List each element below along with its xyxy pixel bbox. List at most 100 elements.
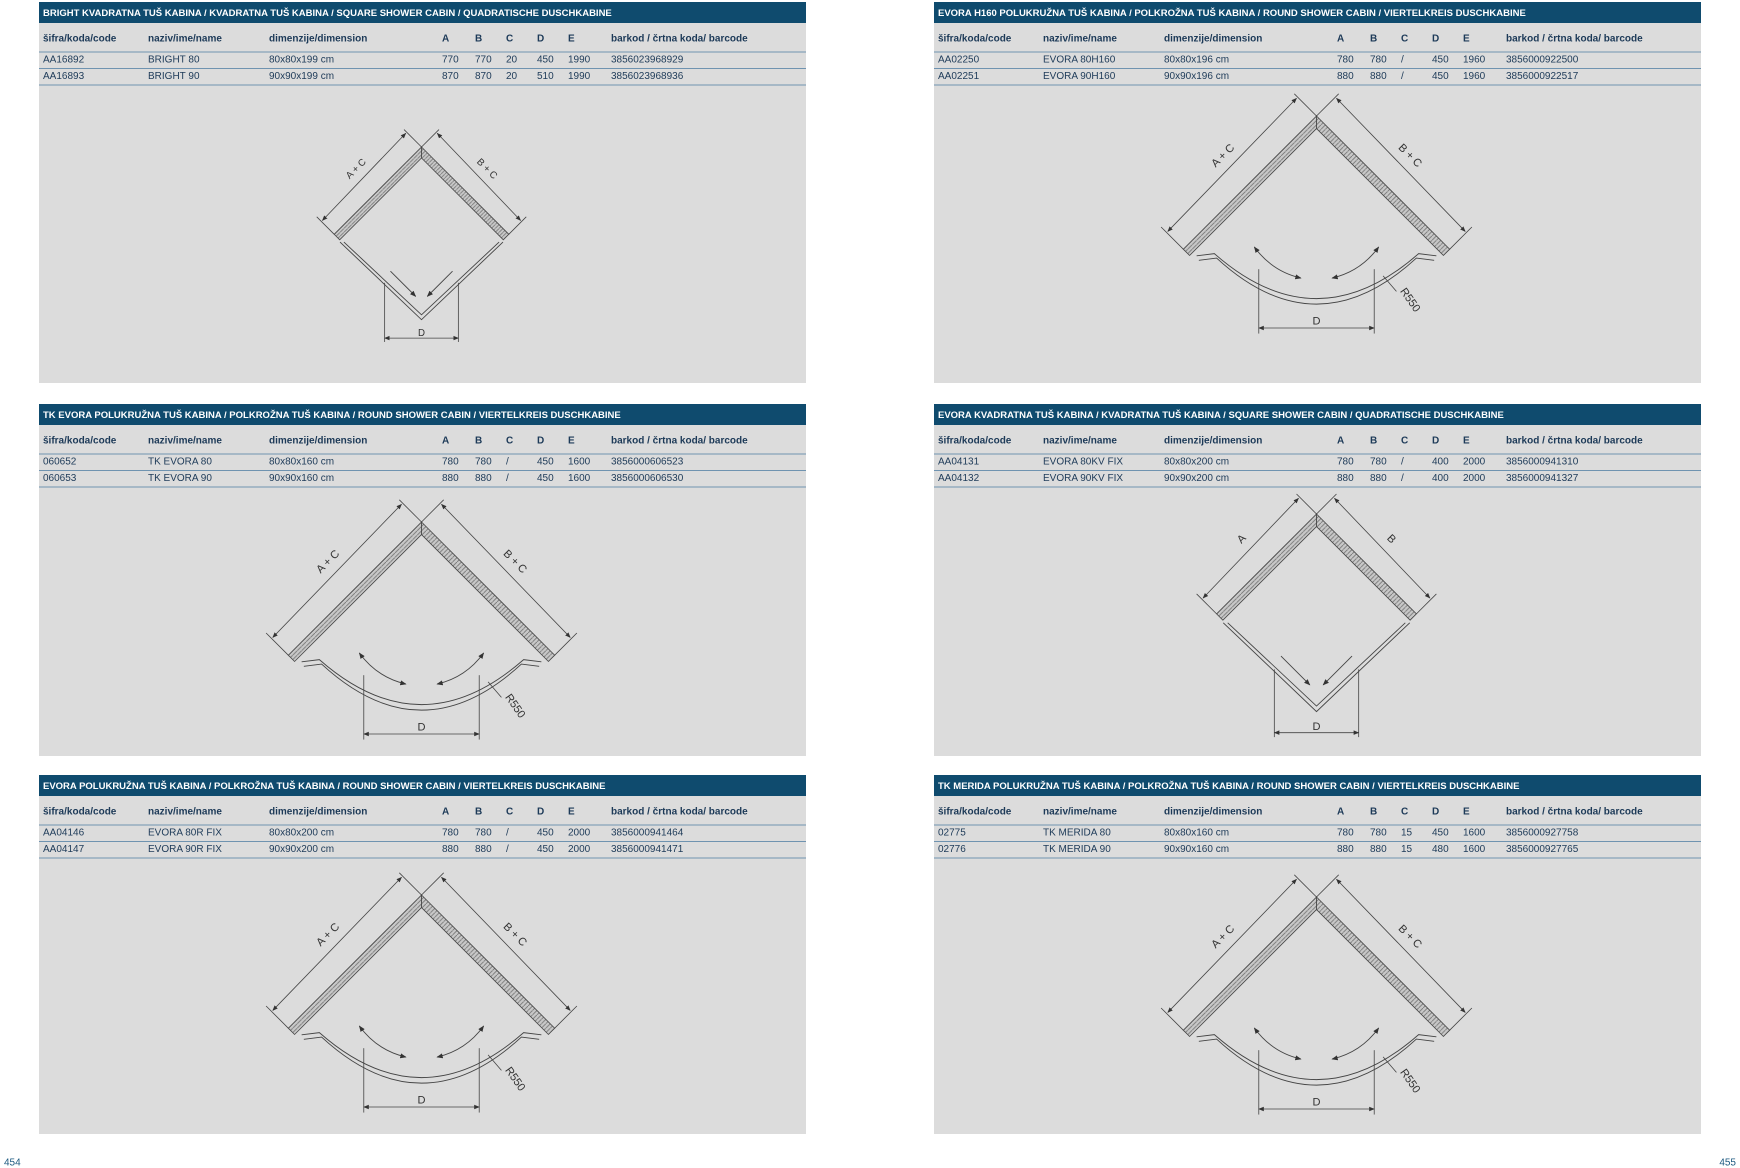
column-header: E <box>568 34 575 45</box>
column-header: barkod / črtna koda/ barcode <box>1506 436 1643 447</box>
table-cell: 880 <box>442 844 459 855</box>
dimension-line <box>1383 276 1396 292</box>
column-header: dimenzije/dimension <box>1164 807 1262 818</box>
table-cell: 3856000606530 <box>611 473 684 484</box>
table-cell: / <box>1401 71 1404 82</box>
column-header: A <box>1337 436 1344 447</box>
dimension-line <box>1202 497 1299 599</box>
column-header: naziv/ime/name <box>1043 436 1117 447</box>
panel-background <box>39 775 806 1134</box>
table-cell: 780 <box>1370 55 1387 66</box>
table-cell: 780 <box>442 828 459 839</box>
dimension-line <box>317 217 334 234</box>
column-header: B <box>475 34 482 45</box>
glass <box>344 242 499 315</box>
page-number: 454 <box>4 1158 21 1168</box>
column-header: barkod / črtna koda/ barcode <box>611 436 748 447</box>
table-cell: 3856000941464 <box>611 828 684 839</box>
table-cell: 1960 <box>1463 55 1486 66</box>
dimension-line <box>1161 1008 1183 1030</box>
column-header: E <box>1463 807 1470 818</box>
column-header: dimenzije/dimension <box>269 807 367 818</box>
glass <box>302 1033 542 1078</box>
table-cell: 880 <box>475 473 492 484</box>
table-cell: 1960 <box>1463 71 1486 82</box>
panel-background <box>39 404 806 756</box>
table-cell: 1600 <box>1463 828 1486 839</box>
column-header: D <box>1432 436 1439 447</box>
table-cell: 1600 <box>1463 844 1486 855</box>
table-cell: 90x90x160 cm <box>1164 844 1229 855</box>
product-panel: EVORA H160 POLUKRUŽNA TUŠ KABINA / POLKR… <box>934 2 1701 383</box>
table-cell: BRIGHT 80 <box>148 55 200 66</box>
panel-title: EVORA POLUKRUŽNA TUŠ KABINA / POLKROŽNA … <box>43 780 605 792</box>
dimension-line <box>399 873 421 895</box>
panel-title: TK MERIDA POLUKRUŽNA TUŠ KABINA / POLKRO… <box>938 780 1519 792</box>
door-arrow <box>436 1025 485 1059</box>
table-cell: 870 <box>442 71 459 82</box>
table-cell: EVORA 90R FIX <box>148 844 222 855</box>
column-header: D <box>537 34 544 45</box>
dimension-line <box>1167 97 1297 232</box>
table-cell: 20 <box>506 71 518 82</box>
door-arrow <box>1281 656 1311 686</box>
panel-title-bar <box>39 2 806 23</box>
table-cell: 060652 <box>43 457 77 468</box>
dimension-line <box>1317 94 1339 116</box>
column-header: A <box>442 436 449 447</box>
table-cell: 02775 <box>938 828 966 839</box>
table-cell: 780 <box>475 828 492 839</box>
door-arrow <box>390 271 417 297</box>
column-header: C <box>506 436 513 447</box>
dimension-line <box>404 130 421 147</box>
table-cell: AA16893 <box>43 71 85 82</box>
dimension-line <box>272 503 402 638</box>
column-header: E <box>568 807 575 818</box>
column-header: E <box>1463 436 1470 447</box>
panel-title-bar <box>934 404 1701 425</box>
table-cell: 2000 <box>1463 457 1486 468</box>
panel-background <box>39 2 806 383</box>
table-cell: EVORA 80R FIX <box>148 828 222 839</box>
table-cell: AA16892 <box>43 55 85 66</box>
column-header: C <box>506 34 513 45</box>
table-cell: 880 <box>1370 71 1387 82</box>
column-header: C <box>1401 436 1408 447</box>
dimension-label: D <box>1312 315 1320 327</box>
column-header: A <box>442 34 449 45</box>
dimension-line <box>488 682 501 698</box>
table-cell: 20 <box>506 55 518 66</box>
column-header: A <box>442 807 449 818</box>
table-cell: AA04147 <box>43 844 85 855</box>
panel-background <box>934 404 1701 756</box>
table-cell: EVORA 80KV FIX <box>1043 457 1123 468</box>
column-header: dimenzije/dimension <box>1164 34 1262 45</box>
column-header: E <box>568 436 575 447</box>
door-arrow <box>358 652 407 686</box>
dimension-line <box>1336 97 1466 232</box>
column-header: dimenzije/dimension <box>269 34 367 45</box>
product-panel: EVORA POLUKRUŽNA TUŠ KABINA / POLKROŽNA … <box>39 775 806 1134</box>
table-cell: EVORA 80H160 <box>1043 55 1116 66</box>
table-cell: 2000 <box>1463 473 1486 484</box>
column-header: šifra/koda/code <box>938 807 1012 818</box>
product-panel: TK MERIDA POLUKRUŽNA TUŠ KABINA / POLKRO… <box>934 775 1701 1134</box>
page-number: 455 <box>1719 1158 1736 1168</box>
table-cell: 90x90x196 cm <box>1164 71 1229 82</box>
table-cell: 3856000922500 <box>1506 55 1579 66</box>
table-cell: 80x80x196 cm <box>1164 55 1229 66</box>
table-cell: / <box>1401 473 1404 484</box>
door-arrow <box>426 271 452 297</box>
table-cell: 3856000941471 <box>611 844 684 855</box>
column-header: dimenzije/dimension <box>1164 436 1262 447</box>
table-cell: / <box>506 473 509 484</box>
table-cell: 1600 <box>568 457 591 468</box>
table-cell: BRIGHT 90 <box>148 71 200 82</box>
column-header: B <box>475 436 482 447</box>
table-cell: 15 <box>1401 828 1413 839</box>
door-arrow <box>1331 246 1380 280</box>
column-header: C <box>1401 34 1408 45</box>
glass <box>1199 1039 1434 1085</box>
column-header: A <box>1337 34 1344 45</box>
